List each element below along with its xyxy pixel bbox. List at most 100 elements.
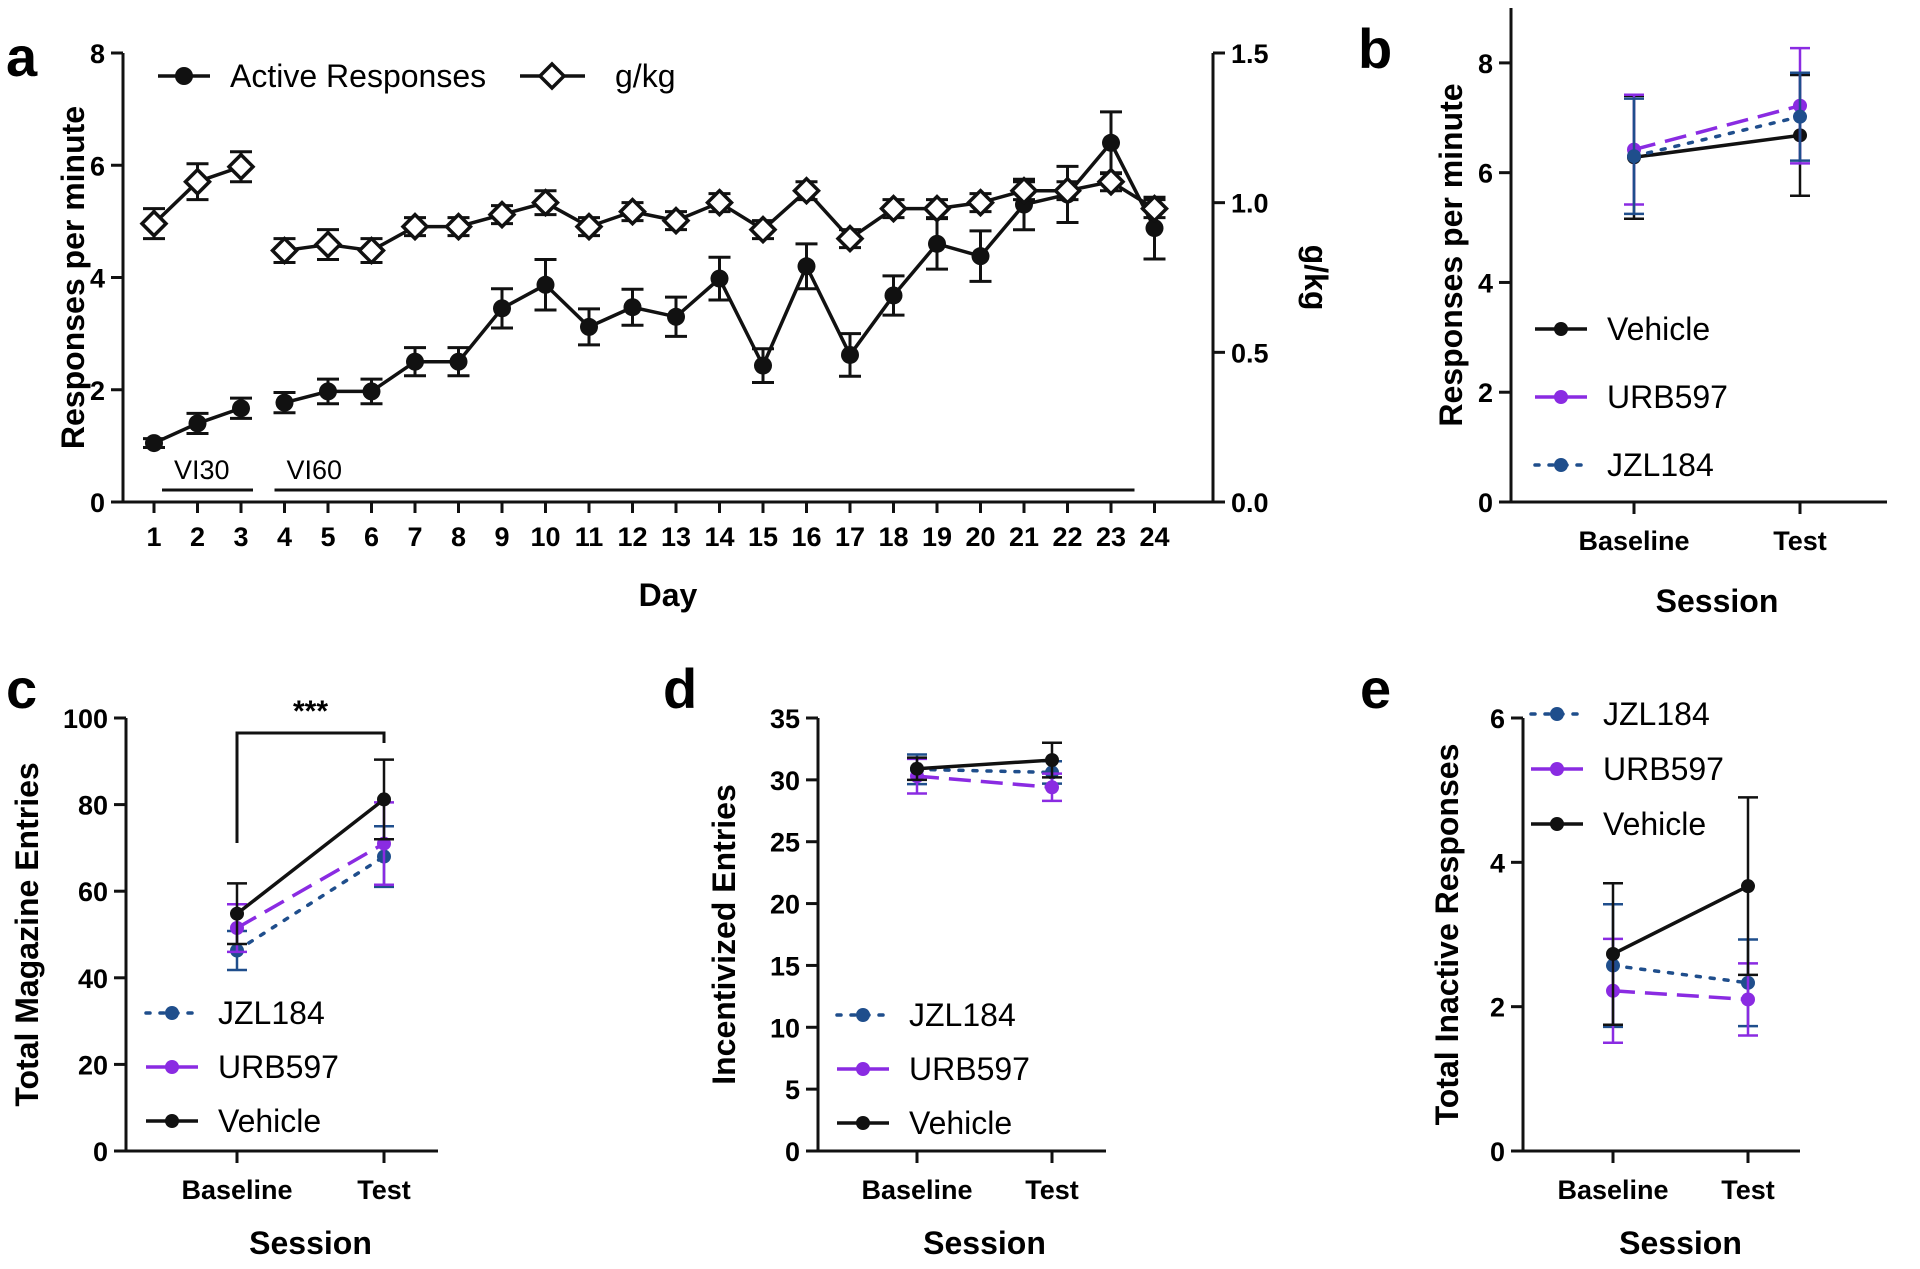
panel-d-y-tick-label: 10	[770, 1013, 800, 1043]
panel-a-y-tick-label: 6	[90, 151, 105, 181]
panel-e-series-jzl184	[1603, 902, 1758, 1029]
panel-a-point-active	[145, 434, 163, 453]
panel-b-legend-marker-urb597	[1554, 390, 1568, 404]
panel-a-point-gkg	[705, 188, 734, 218]
panel-c-series-jzl184	[227, 825, 394, 972]
panel-e-point-vehicle	[1606, 946, 1620, 961]
panel-e-legend-marker-jzl184	[1550, 707, 1564, 721]
panel-d-legend-marker-vehicle	[856, 1116, 870, 1130]
panel-c-chart: 0 20 40 60 80 100 Baseline Test Session Total Mag…	[9, 695, 438, 1261]
panel-c-legend-label-vehicle: Vehicle	[218, 1103, 321, 1139]
panel-e-x-title: Session	[1619, 1225, 1742, 1261]
panel-d-y-tick-label: 0	[785, 1137, 800, 1167]
panel-a-point-active	[319, 382, 337, 401]
panel-a-x-tick-label: 21	[1009, 522, 1039, 552]
panel-c-x-title: Session	[249, 1225, 372, 1261]
panel-a-x-tick-label: 18	[878, 522, 908, 552]
panel-d-x-title: Session	[923, 1225, 1046, 1261]
panel-letter-a: a	[6, 25, 38, 88]
panel-a-x-tick-label: 7	[407, 522, 422, 552]
panel-a-x-tick-label: 1	[146, 522, 161, 552]
panel-b-y-tick-label: 0	[1478, 488, 1493, 518]
panel-d-point-vehicle	[1045, 753, 1059, 768]
panel-e-point-vehicle	[1741, 879, 1755, 894]
panel-a-y2-tick-label: 0.0	[1231, 488, 1269, 518]
panel-a-point-gkg	[444, 212, 473, 242]
panel-a-point-gkg	[487, 200, 517, 230]
panel-b-legend-label-jzl184: JZL184	[1607, 447, 1714, 483]
panel-a-x-tick-label: 20	[965, 522, 995, 552]
panel-b-y-tick-label: 6	[1478, 159, 1493, 189]
panel-a-x-tick-label: 24	[1139, 522, 1169, 552]
panel-a-x-tick-label: 19	[922, 522, 952, 552]
panel-letter-b: b	[1358, 17, 1392, 80]
panel-a-point-active	[580, 317, 598, 336]
panel-a-x-tick-label: 12	[617, 522, 647, 552]
panel-b-chart: 0 2 4 6 8 Baseline Test Session Responses per mi…	[1433, 8, 1887, 619]
panel-a-point-gkg	[792, 176, 821, 206]
panel-e-series-line-vehicle	[1612, 884, 1749, 956]
panel-b-point-jzl184	[1627, 149, 1641, 164]
panel-a-point-gkg	[400, 212, 430, 242]
panel-d-legend-marker-jzl184	[856, 1008, 870, 1022]
panel-e-series-line-urb597	[1612, 989, 1749, 1002]
panel-a-point-active	[841, 345, 859, 364]
panel-a-series-gkg	[139, 150, 1169, 266]
panel-d-series-line-vehicle	[916, 758, 1053, 771]
panel-a-legend-marker-active	[175, 67, 193, 85]
panel-e-legend-label-vehicle: Vehicle	[1603, 806, 1706, 842]
panel-c-y-tick-label: 40	[78, 964, 108, 994]
panel-b-legend: Vehicle URB597 JZL184	[1533, 311, 1728, 483]
panel-a-point-active	[928, 234, 946, 253]
panel-a-point-gkg	[574, 212, 604, 242]
panel-c-legend-label-urb597: URB597	[218, 1049, 339, 1085]
panel-a-point-gkg	[1096, 167, 1126, 197]
panel-a-point-gkg	[922, 194, 952, 224]
panel-a-point-gkg	[183, 167, 212, 197]
panel-e-chart: 0 2 4 6 Baseline Test Session Total Inactive Re…	[1429, 696, 1800, 1261]
panel-letter-d: d	[663, 657, 697, 720]
panel-c-y-tick-label: 0	[93, 1137, 108, 1167]
panel-c-y-tick-label: 80	[78, 791, 108, 821]
panel-d-legend-label-urb597: URB597	[909, 1051, 1030, 1087]
panel-a-point-gkg	[748, 215, 778, 245]
panel-a-point-active	[754, 356, 772, 375]
panel-a-x-tick-label: 4	[277, 522, 292, 552]
panel-e-y-tick-label: 6	[1490, 704, 1505, 734]
panel-a-point-gkg	[618, 197, 647, 227]
panel-a-y2-tick-label: 0.5	[1231, 338, 1269, 368]
panel-a-point-active	[362, 382, 381, 401]
panel-a-point-gkg	[226, 152, 256, 182]
panel-c-legend-marker-urb597	[165, 1060, 179, 1074]
panel-e-y-tick-label: 0	[1490, 1137, 1505, 1167]
panel-a-point-gkg	[1053, 176, 1082, 206]
panel-d-point-vehicle	[910, 761, 924, 776]
panel-a-point-gkg	[1009, 176, 1039, 206]
panel-a-point-active	[232, 399, 250, 418]
panel-a-y-tick-label: 8	[90, 39, 105, 69]
panel-e-x-tick-label-baseline: Baseline	[1557, 1175, 1668, 1205]
panel-a-point-active	[1145, 219, 1164, 238]
panel-e-series-line-jzl184	[1611, 963, 1750, 985]
panel-a-point-active	[710, 269, 729, 288]
panel-d-legend-marker-urb597	[856, 1062, 870, 1076]
panel-c-x-tick-label-test: Test	[357, 1175, 411, 1205]
panel-c-legend-marker-jzl184	[165, 1006, 179, 1020]
panel-d-y-tick-label: 25	[770, 828, 800, 858]
panel-c-series-line-jzl184	[235, 854, 386, 953]
panel-b-y-tick-label: 2	[1478, 378, 1493, 408]
panel-c-x-tick-label-baseline: Baseline	[181, 1175, 292, 1205]
panel-b-y-tick-label: 4	[1478, 268, 1493, 298]
panel-a-point-active	[188, 414, 207, 433]
panel-b-series-vehicle	[1624, 73, 1810, 221]
panel-c-y-title: Total Magazine Entries	[9, 762, 45, 1106]
panel-a-y-tick-label: 4	[90, 264, 105, 294]
panel-a-y2-tick-label: 1.0	[1231, 189, 1269, 219]
panel-b-legend-label-vehicle: Vehicle	[1607, 311, 1710, 347]
panel-a-point-active	[884, 286, 903, 305]
panel-a-x-tick-label: 10	[530, 522, 560, 552]
panel-c-legend-label-jzl184: JZL184	[218, 995, 325, 1031]
panel-b-series-jzl184	[1624, 71, 1810, 216]
panel-b-series-line-vehicle	[1633, 133, 1801, 160]
